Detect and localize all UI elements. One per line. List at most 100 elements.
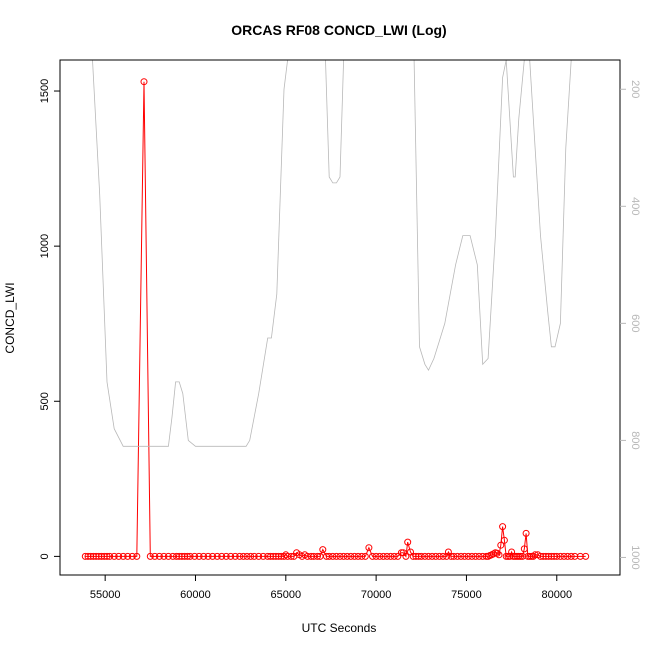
right-y-tick-label: 600: [629, 314, 641, 332]
x-tick-label: 75000: [451, 589, 482, 601]
data-point: [287, 552, 295, 560]
data-point: [89, 552, 97, 560]
data-point: [439, 552, 447, 560]
data-point: [560, 552, 568, 560]
data-point: [325, 552, 333, 560]
x-tick-label: 70000: [361, 589, 392, 601]
data-point: [453, 552, 461, 560]
data-point: [151, 552, 159, 560]
y-axis-label: CONCD_LWI: [3, 282, 17, 353]
data-point: [272, 552, 280, 560]
data-point: [553, 552, 561, 560]
data-point: [351, 552, 358, 560]
right-y-tick-label: 800: [629, 431, 641, 449]
data-point: [103, 552, 111, 560]
data-point: [435, 552, 443, 560]
data-point: [457, 552, 465, 560]
data-point: [432, 552, 440, 560]
data-point: [402, 552, 410, 560]
data-point: [347, 552, 355, 560]
data-point: [175, 552, 183, 560]
data-point: [186, 552, 194, 560]
right-y-tick-label: 1000: [629, 545, 641, 569]
y-axis: 0 500 1000 1500: [39, 79, 60, 559]
data-point: [255, 552, 263, 560]
data-point: [464, 552, 472, 560]
data-point: [204, 552, 212, 560]
series-1-line: [85, 81, 586, 558]
data-point: [508, 548, 516, 556]
data-point: [354, 552, 362, 560]
data-point: [412, 552, 420, 560]
y-tick-label: 0: [39, 553, 51, 559]
data-point: [500, 536, 508, 544]
data-point: [106, 552, 114, 560]
data-point: [140, 78, 148, 86]
data-point: [343, 552, 351, 560]
data-point: [247, 552, 255, 560]
data-point: [361, 552, 369, 560]
data-point: [475, 552, 483, 560]
data-point: [110, 552, 118, 560]
data-point: [227, 552, 235, 560]
data-point: [81, 552, 89, 560]
data-point: [209, 552, 217, 560]
data-point: [119, 552, 127, 560]
data-point: [340, 552, 348, 560]
data-point: [200, 552, 208, 560]
data-point: [329, 552, 337, 560]
data-point: [275, 552, 283, 560]
data-point: [236, 552, 244, 560]
data-point: [222, 552, 230, 560]
data-point: [213, 552, 221, 560]
data-point: [379, 552, 387, 560]
right-y-tick-label: 200: [629, 80, 641, 98]
data-point: [369, 552, 376, 560]
data-point: [576, 552, 584, 560]
x-tick-label: 80000: [541, 589, 572, 601]
data-point: [404, 538, 412, 546]
y-tick-label: 1500: [39, 79, 51, 103]
data-point: [519, 552, 526, 560]
data-point: [376, 552, 384, 560]
data-point: [461, 552, 469, 560]
data-point: [128, 552, 136, 560]
data-point: [231, 552, 239, 560]
data-point: [450, 552, 458, 560]
data-point: [124, 552, 132, 560]
data-point: [556, 552, 564, 560]
data-point: [428, 552, 436, 560]
data-point: [495, 551, 503, 559]
x-tick-label: 65000: [271, 589, 302, 601]
data-point: [133, 552, 141, 560]
data-point: [87, 552, 95, 560]
data-point: [358, 552, 366, 560]
data-point: [173, 552, 180, 560]
data-point: [195, 552, 203, 560]
data-point: [92, 552, 100, 560]
data-point: [259, 552, 267, 560]
data-point: [84, 552, 92, 560]
right-y-axis: 200 400 600 800 1000: [620, 80, 641, 570]
data-point: [269, 552, 277, 560]
data-point: [529, 552, 537, 560]
data-point: [383, 552, 391, 560]
data-point: [115, 552, 123, 560]
data-point: [517, 552, 525, 560]
data-point: [155, 552, 163, 560]
y-tick-label: 1000: [39, 234, 51, 258]
data-point: [443, 552, 451, 560]
data-point: [319, 546, 327, 554]
data-point: [421, 552, 429, 560]
data-point: [390, 552, 398, 560]
y-tick-label: 500: [39, 392, 51, 410]
x-tick-label: 60000: [180, 589, 211, 601]
data-point: [522, 529, 530, 537]
data-point: [280, 552, 288, 560]
data-point: [479, 552, 487, 560]
data-point: [497, 541, 505, 549]
data-point: [332, 552, 340, 560]
data-point: [520, 545, 528, 553]
data-point: [468, 552, 476, 560]
